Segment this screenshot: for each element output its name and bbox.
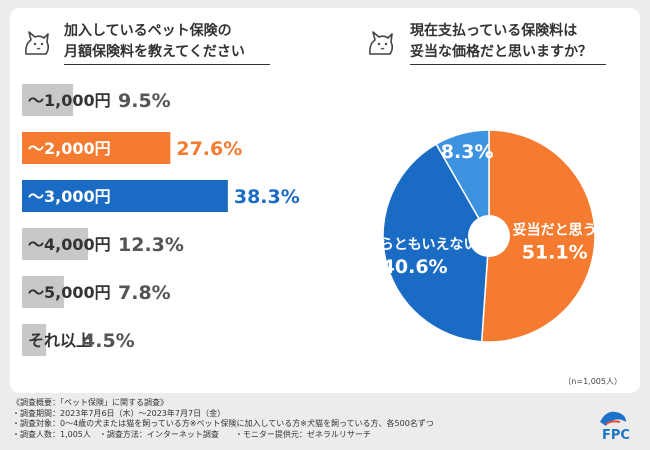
footer-line: ・調査人数：1,005人 ・調査方法：インターネット調査 ・モニター提供元：ゼネ…: [12, 429, 371, 439]
bar: [22, 276, 64, 308]
pie-value-label: 51.1%: [522, 241, 588, 263]
right-title-underline: [410, 64, 606, 65]
donut-hole: [468, 215, 510, 257]
bar-value-label: 7.8%: [118, 282, 171, 304]
right-title-line1: 現在支払っている保険料は: [410, 23, 578, 39]
pie-value-label: 8.3%: [441, 141, 494, 163]
bar-value-label: 4.5%: [82, 330, 135, 352]
bar-value-label: 38.3%: [234, 186, 300, 208]
bar: [22, 180, 228, 212]
left-title-underline: [64, 64, 270, 65]
bar: [22, 324, 47, 356]
pie-category-label: どちらともいえない: [352, 237, 478, 253]
footer-line: 《調査概要：「ペット保険」に関する調査》: [12, 398, 168, 407]
bar: [22, 228, 89, 260]
pie-slice: [480, 129, 596, 343]
sample-size-note: （n=1,005人）: [563, 377, 622, 386]
footer-line: ・調査期間：2023年7月6日（木）～2023年7月7日（金）: [12, 408, 226, 418]
bar-category-label: ～1,000円: [28, 91, 111, 110]
bar-category-label: ～2,000円: [28, 139, 111, 158]
fpc-logo-text: FPC: [602, 428, 630, 443]
left-title-line1: 加入しているペット保険の: [64, 23, 232, 39]
pie-slice: [435, 129, 490, 239]
pie-slice: [382, 143, 490, 343]
bar-category-label: ～3,000円: [28, 187, 111, 206]
pie-value-label: 40.6%: [382, 256, 448, 278]
bar-value-label: 27.6%: [176, 138, 242, 160]
bar-category-label: ～4,000円: [28, 235, 111, 254]
bar-chart: ～1,000円 9.5% ～2,000円 27.6% ～3,000円 38.3% ～4,00…: [22, 84, 300, 356]
bar-value-label: 12.3%: [118, 234, 184, 256]
bar: [22, 132, 171, 164]
right-title-line2: 妥当な価格だと思いますか？: [410, 44, 592, 60]
fpc-logo-icon: [600, 411, 626, 426]
left-title-line2: 月額保険料を教えてください: [64, 44, 245, 60]
dog-icon: [25, 31, 50, 55]
footer-line: ・調査対象：0～4歳の犬または猫を飼っている方※ペット保険に加入している方※犬猫…: [12, 419, 434, 428]
bar-category-label: それ以上: [28, 331, 92, 350]
dog-icon: [369, 31, 394, 55]
bar-value-label: 9.5%: [118, 90, 171, 112]
survey-footer: 《調査概要：「ペット保険」に関する調査》 ・調査期間：2023年7月6日（木）～…: [12, 398, 572, 440]
bar: [22, 84, 74, 116]
bar-category-label: ～5,000円: [28, 283, 111, 302]
pie-category-label: 妥当だと思う: [513, 221, 597, 238]
